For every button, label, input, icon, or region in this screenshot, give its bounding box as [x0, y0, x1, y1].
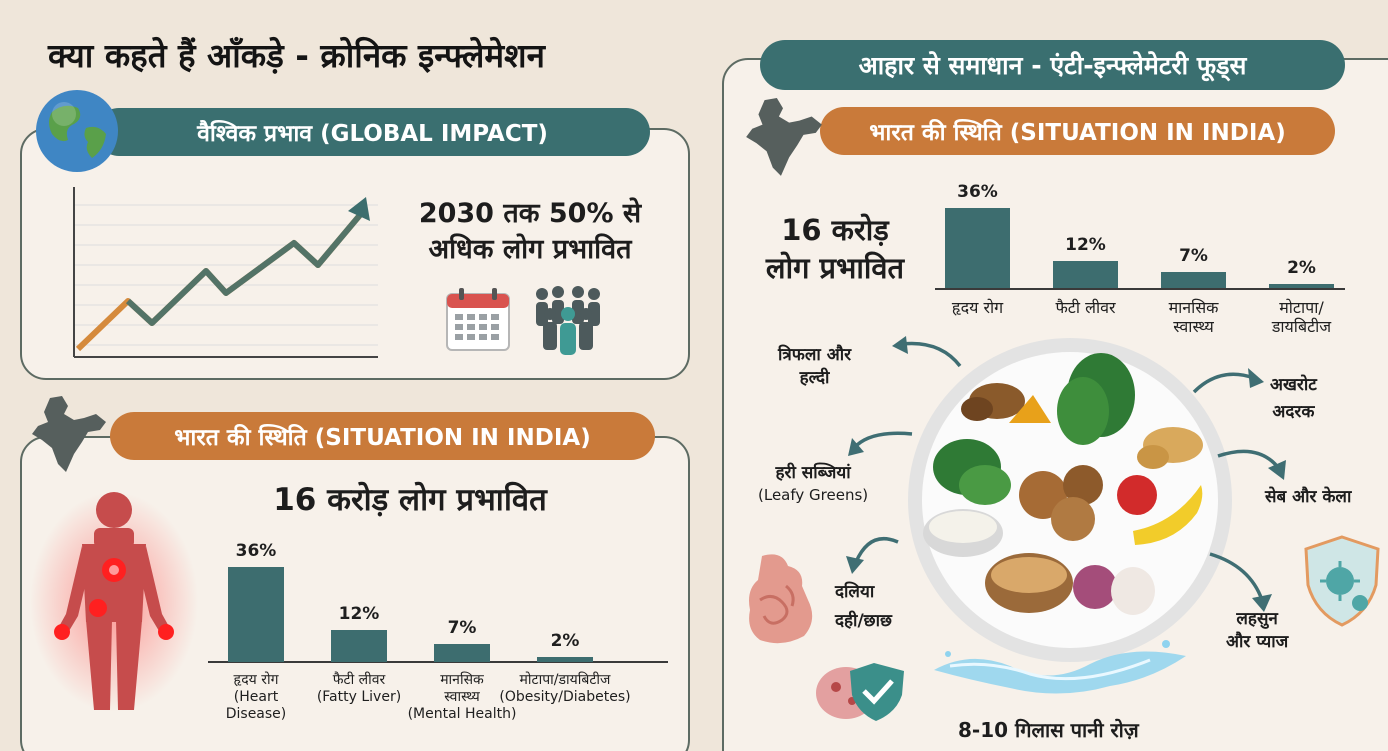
gut-shield-icon: [812, 655, 912, 725]
global-stat: 2030 तक 50% से अधिक लोग प्रभावित: [395, 196, 665, 269]
trend-chart-icon: [66, 185, 386, 365]
left-bar-label-4: मोटापा/डायबिटीज (Obesity/Diabetes): [499, 672, 631, 705]
people-icon: [528, 284, 608, 356]
left-bar-value-3: 7%: [447, 618, 477, 638]
label-garlic-line1: लहसुन: [1236, 609, 1278, 629]
right-bar-value-1: 36%: [957, 182, 998, 202]
global-impact-heading-text: वैश्विक प्रभाव (GLOBAL IMPACT): [197, 121, 548, 147]
right-bar-value-4: 2%: [1287, 258, 1316, 278]
left-bar-value-4: 2%: [550, 631, 580, 651]
india-map-icon: [26, 394, 110, 478]
label-apple-text: सेब और केला: [1265, 487, 1352, 507]
label-greens-line2: (Leafy Greens): [758, 485, 869, 504]
calendar-icon: [445, 286, 511, 352]
global-impact-heading: वैश्विक प्रभाव (GLOBAL IMPACT): [95, 108, 650, 156]
label-triphala: त्रिफला और हल्दी: [778, 344, 851, 390]
left-bar-value-2: 12%: [338, 604, 380, 624]
label-walnut: अखरोट अदरक: [1270, 372, 1317, 426]
intestine-icon: [742, 550, 822, 650]
human-body-icon: [28, 484, 200, 720]
label-triphala-line2: हल्दी: [799, 367, 830, 388]
global-stat-line1: 2030 तक 50% से: [418, 198, 642, 229]
left-bar-1: [228, 567, 284, 662]
global-impact-panel: [20, 128, 690, 380]
label-dahi-line: दही/छाछ: [835, 610, 892, 631]
label-triphala-line1: त्रिफला और: [778, 345, 852, 365]
right-bar-value-3: 7%: [1179, 246, 1208, 266]
left-bar-2: [331, 630, 387, 662]
india-right-stat-line2: लोग प्रभावित: [765, 250, 905, 285]
left-chart-baseline: [208, 661, 668, 663]
india-right-stat: 16 करोड़ लोग प्रभावित: [740, 212, 930, 287]
page-title: क्या कहते हैं आँकड़े - क्रोनिक इन्फ्लेमे…: [48, 36, 545, 75]
right-bar-label-4: मोटापा/डायबिटीज: [1271, 298, 1332, 337]
right-bar-4: [1269, 284, 1334, 288]
label-daliya: दलिया दही/छाछ: [835, 578, 892, 636]
india-left-heading-text: भारत की स्थिति (SITUATION IN INDIA): [174, 425, 591, 451]
label-greens-line1: हरी सब्जियां: [775, 463, 851, 483]
label-garlic-line2: और प्याज: [1226, 631, 1289, 652]
right-bar-value-2: 12%: [1065, 235, 1106, 255]
globe-icon: [34, 88, 120, 174]
right-chart-baseline: [935, 288, 1345, 290]
left-bar-4: [537, 657, 593, 662]
right-bar-2: [1053, 261, 1118, 288]
right-bar-label-3: मानसिक स्वास्थ्य: [1168, 298, 1219, 337]
right-bar-1: [945, 208, 1010, 288]
label-walnut-line1: अखरोट: [1270, 375, 1317, 395]
left-bar-value-1: 36%: [235, 541, 277, 561]
label-apple: सेब और केला: [1265, 486, 1351, 509]
label-greens: हरी सब्जियां (Leafy Greens): [758, 462, 868, 505]
india-left-heading: भारत की स्थिति (SITUATION IN INDIA): [110, 412, 655, 460]
right-bar-3: [1161, 272, 1226, 288]
label-walnut-line2: अदरक: [1272, 402, 1315, 423]
right-bar-label-2: फैटी लीवर: [1055, 298, 1116, 317]
india-right-heading-text: भारत की स्थिति (SITUATION IN INDIA): [869, 120, 1286, 146]
water-splash-icon: [930, 630, 1190, 710]
shield-virus-icon: [1302, 535, 1382, 627]
india-map-icon: [740, 92, 826, 186]
left-bar-label-2: फैटी लीवर (Fatty Liver): [316, 672, 402, 705]
right-title: आहार से समाधान - एंटी-इन्फ्लेमेटरी फूड्स: [760, 40, 1345, 90]
india-left-stat: 16 करोड़ लोग प्रभावित: [273, 482, 547, 518]
left-bar-label-3: मानसिक स्वास्थ्य (Mental Health): [407, 672, 517, 722]
left-bar-3: [434, 644, 490, 662]
india-right-heading: भारत की स्थिति (SITUATION IN INDIA): [820, 107, 1335, 155]
label-water: 8-10 गिलास पानी रोज़: [958, 718, 1139, 742]
left-bar-label-1: हृदय रोग (Heart Disease): [225, 672, 287, 722]
label-garlic: लहसुन और प्याज: [1226, 608, 1288, 654]
label-daliya-line1: दलिया: [835, 582, 875, 602]
india-right-stat-line1: 16 करोड़: [781, 213, 889, 247]
food-arrows: [840, 330, 1310, 630]
global-stat-line2: अधिक लोग प्रभावित: [428, 234, 632, 266]
plate-icon: [905, 335, 1235, 665]
right-title-text: आहार से समाधान - एंटी-इन्फ्लेमेटरी फूड्स: [858, 51, 1247, 80]
right-bar-label-1: हृदय रोग: [951, 298, 1004, 317]
